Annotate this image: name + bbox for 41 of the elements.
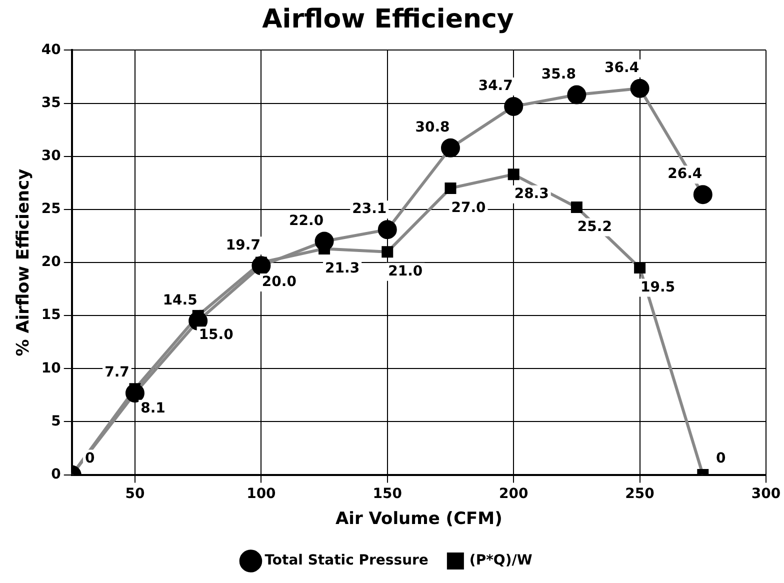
data-label: 7.7 [104, 364, 130, 381]
data-label: 34.7 [478, 78, 513, 94]
data-label: 21.3 [325, 260, 360, 276]
data-label: 14.5 [162, 292, 198, 309]
y-tick-label: 35 [41, 94, 61, 111]
legend-label: Total Static Pressure [264, 552, 428, 569]
y-tick-label: 5 [51, 413, 61, 430]
data-label: 0 [85, 450, 96, 466]
data-label: 25.2 [577, 218, 612, 235]
y-tick-label: 15 [41, 307, 61, 324]
data-label: 35.8 [541, 66, 576, 82]
y-axis-title: % Airflow Efficiency [14, 168, 34, 356]
y-tick-label: 10 [41, 360, 62, 376]
chart-title: Airflow Efficiency [262, 4, 514, 34]
y-tick-label: 20 [41, 254, 62, 270]
y-tick-label: 25 [41, 201, 61, 218]
data-label: 30.8 [415, 120, 450, 136]
y-tick-label: 30 [41, 148, 62, 164]
data-label: 28.3 [514, 186, 549, 202]
data-label: 20.0 [262, 274, 297, 290]
legend-label: (P*Q)/W [469, 552, 532, 569]
x-tick-label: 100 [246, 486, 276, 502]
data-label: 0 [716, 450, 726, 466]
data-label: 19.5 [640, 279, 676, 296]
data-label: 26.4 [668, 166, 702, 182]
x-tick-label: 50 [125, 486, 145, 502]
data-label: 8.1 [140, 400, 166, 416]
x-tick-label: 150 [372, 486, 402, 502]
x-tick-label: 300 [751, 486, 781, 502]
data-label: 22.0 [289, 212, 324, 229]
x-tick-label: 250 [625, 486, 655, 502]
x-axis-title: Air Volume (CFM) [336, 509, 502, 530]
data-label: 36.4 [604, 60, 640, 76]
data-label: 23.1 [352, 201, 387, 218]
y-tick-label: 0 [51, 466, 62, 482]
data-label: 15.0 [198, 327, 234, 344]
data-label: 21.0 [388, 264, 423, 280]
y-tick-label: 40 [41, 42, 62, 58]
data-label: 27.0 [451, 200, 486, 216]
x-tick-label: 200 [498, 486, 528, 502]
data-label: 19.7 [226, 237, 260, 254]
